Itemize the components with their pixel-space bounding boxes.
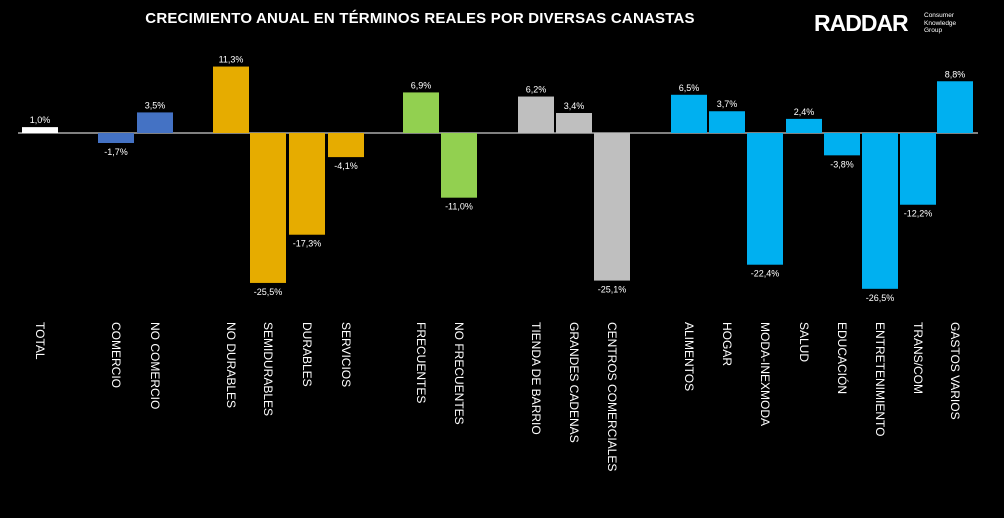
category-label: HOGAR — [720, 322, 734, 366]
bar — [137, 112, 173, 133]
logo-tagline-line: Knowledge — [924, 19, 957, 27]
data-label: 6,9% — [411, 80, 432, 90]
category-label: TRANS/COM — [911, 322, 925, 394]
logo-tagline-line: Group — [924, 27, 943, 34]
bar — [937, 81, 973, 133]
category-label: DURABLES — [300, 322, 314, 387]
data-label: -3,8% — [830, 159, 854, 169]
category-label: SERVICIOS — [339, 322, 353, 387]
data-label: 8,8% — [945, 69, 966, 79]
data-label: -25,5% — [254, 287, 283, 297]
bar — [518, 96, 554, 133]
data-label: -11,0% — [445, 202, 473, 212]
bar — [213, 66, 249, 133]
category-label: ALIMENTOS — [682, 322, 696, 391]
data-label: 11,3% — [219, 55, 244, 65]
category-label: ENTRETENIMIENTO — [873, 322, 887, 436]
category-label: FRECUENTES — [414, 322, 428, 403]
category-label: NO DURABLES — [224, 322, 238, 408]
data-label: 3,4% — [564, 101, 585, 111]
bar — [289, 133, 325, 235]
data-label: 6,2% — [526, 85, 547, 95]
data-label: 6,5% — [679, 83, 700, 93]
data-label: -25,1% — [598, 285, 627, 295]
category-label: GRANDES CADENAS — [567, 322, 581, 443]
logo-tagline: Consumer Knowledge Group — [924, 12, 956, 35]
category-label: SEMIDURABLES — [261, 322, 275, 416]
category-label: GASTOS VARIOS — [948, 322, 962, 420]
bar — [824, 133, 860, 156]
bar — [556, 113, 592, 133]
bar — [862, 133, 898, 289]
bar — [98, 133, 134, 143]
bar — [786, 118, 822, 133]
bars-group — [22, 66, 973, 289]
data-label: 2,4% — [794, 107, 815, 117]
bar — [594, 133, 630, 281]
category-label: SALUD — [797, 322, 811, 362]
bar — [403, 92, 439, 133]
raddar-logo: RADDAR Consumer Knowledge Group — [814, 10, 984, 36]
bar — [250, 133, 286, 283]
data-labels-group: 1,0% -1,7% 3,5% 11,3% -25,5% -17,3% -4,1% 6,9% -… — [30, 55, 966, 303]
data-label: -26,5% — [866, 293, 895, 303]
category-label: NO FRECUENTES — [452, 322, 466, 425]
bar — [747, 133, 783, 265]
data-label: 3,5% — [145, 100, 166, 110]
data-label: 1,0% — [30, 115, 51, 125]
bar — [900, 133, 936, 205]
chart-title: CRECIMIENTO ANUAL EN TÉRMINOS REALES POR… — [145, 10, 695, 27]
category-label: COMERCIO — [109, 322, 123, 388]
logo-wordmark: RADDAR — [814, 10, 909, 36]
logo-tagline-line: Consumer — [924, 12, 954, 19]
category-label: CENTROS COMERCIALES — [605, 322, 619, 471]
category-label: TOTAL — [33, 322, 47, 360]
bar — [671, 94, 707, 133]
category-labels-group: TOTAL COMERCIO NO COMERCIO NO DURABLES SEMID… — [33, 322, 962, 471]
bar — [709, 111, 745, 133]
category-label: MODA-INEXMODA — [758, 322, 772, 426]
bar — [441, 133, 477, 198]
category-label: NO COMERCIO — [148, 322, 162, 409]
bar — [328, 133, 364, 158]
category-label: EDUCACIÓN — [835, 322, 850, 394]
data-label: -4,1% — [334, 161, 358, 171]
bar — [22, 127, 58, 133]
data-label: -1,7% — [104, 147, 128, 157]
data-label: -22,4% — [751, 269, 780, 279]
data-label: -12,2% — [904, 209, 933, 219]
data-label: -17,3% — [293, 239, 322, 249]
category-label: TIENDA DE BARRIO — [529, 322, 543, 435]
data-label: 3,7% — [717, 99, 738, 109]
